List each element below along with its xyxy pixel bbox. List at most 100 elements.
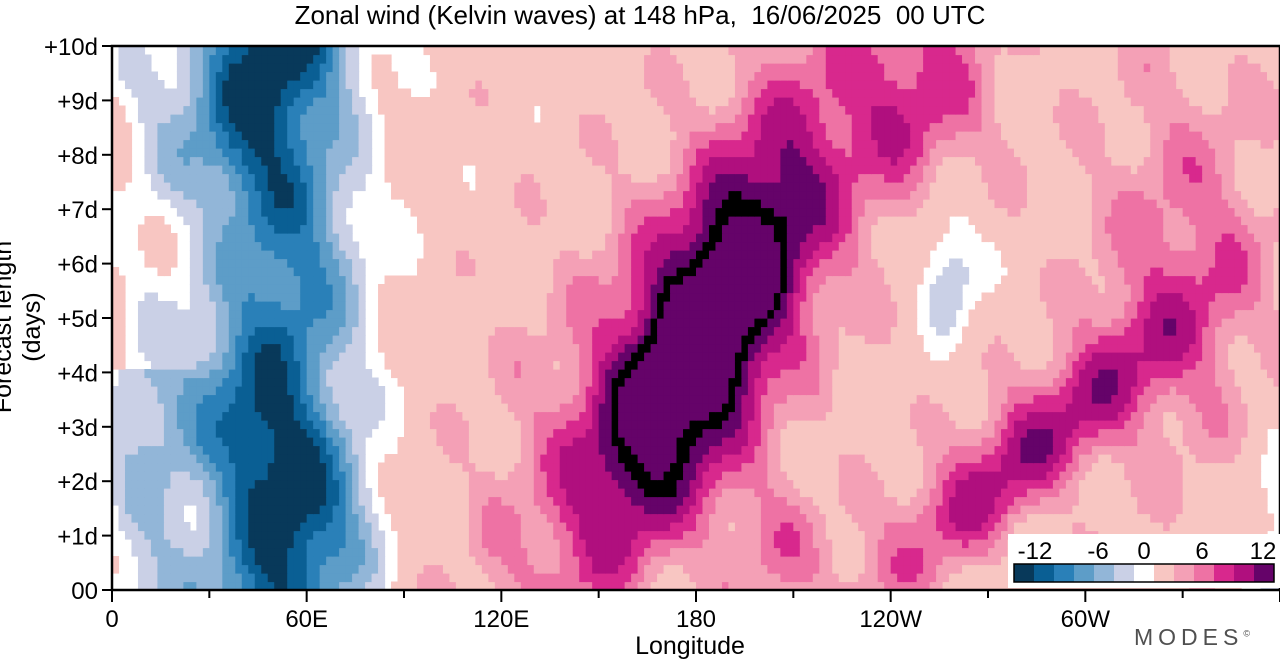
field-cell: [728, 564, 736, 574]
field-cell: [994, 539, 1002, 549]
field-cell: [968, 377, 976, 387]
field-cell: [1020, 454, 1028, 464]
field-cell: [676, 420, 684, 430]
field-cell: [767, 420, 775, 430]
field-cell: [683, 454, 691, 464]
field-cell: [767, 428, 775, 438]
field-cell: [1143, 420, 1151, 430]
field-cell: [689, 530, 697, 540]
field-cell: [527, 445, 535, 455]
field-cell: [1247, 445, 1255, 455]
field-cell: [715, 530, 723, 540]
field-cell: [955, 454, 963, 464]
field-cell: [637, 530, 645, 540]
field-cell: [657, 445, 665, 455]
field-cell: [131, 394, 139, 404]
field-cell: [124, 496, 133, 506]
field-cell: [618, 530, 626, 540]
field-cell: [112, 403, 120, 413]
field-cell: [397, 505, 405, 515]
field-cell: [416, 420, 425, 430]
field-cell: [332, 581, 340, 590]
field-cell: [605, 564, 613, 574]
field-cell: [877, 437, 885, 447]
field-cell: [1163, 394, 1171, 404]
field-cell: [540, 454, 548, 464]
field-cell: [1150, 454, 1158, 464]
field-cell: [326, 513, 334, 523]
field-cell: [1072, 496, 1080, 506]
field-cell: [702, 581, 710, 590]
field-cell: [585, 513, 593, 523]
field-cell: [605, 471, 613, 481]
field-cell: [708, 394, 717, 404]
field-cell: [1052, 496, 1060, 506]
field-cell: [488, 462, 496, 472]
field-cell: [163, 437, 171, 447]
field-cell: [1065, 394, 1073, 404]
field-cell: [773, 462, 781, 472]
field-cell: [313, 547, 321, 557]
field-cell: [670, 411, 678, 421]
field-cell: [890, 403, 898, 413]
field-cell: [657, 462, 665, 472]
field-cell: [858, 547, 866, 557]
field-cell: [326, 386, 334, 396]
field-cell: [1085, 411, 1093, 421]
field-cell: [527, 403, 535, 413]
field-cell: [449, 471, 457, 481]
field-cell: [267, 581, 275, 590]
field-cell: [1208, 352, 1216, 362]
field-cell: [1059, 445, 1067, 455]
field-cell: [313, 386, 321, 396]
field-cell: [1195, 488, 1203, 498]
field-cell: [1202, 522, 1210, 532]
field-cell: [858, 564, 866, 574]
field-cell: [235, 556, 243, 566]
field-cell: [1026, 369, 1035, 379]
field-cell: [371, 420, 379, 430]
field-cell: [1111, 377, 1119, 387]
field-cell: [267, 488, 275, 498]
field-cell: [488, 496, 496, 506]
field-cell: [326, 360, 334, 370]
field-cell: [884, 530, 892, 540]
field-cell: [481, 471, 489, 481]
field-cell: [274, 479, 282, 489]
field-cell: [929, 573, 937, 583]
field-cell: [254, 352, 262, 362]
field-cell: [274, 496, 282, 506]
field-cell: [832, 505, 840, 515]
field-cell: [618, 539, 626, 549]
field-cell: [806, 505, 814, 515]
field-cell: [176, 360, 184, 370]
field-cell: [455, 343, 463, 353]
field-cell: [527, 522, 535, 532]
field-cell: [903, 377, 911, 387]
field-cell: [715, 394, 723, 404]
field-cell: [514, 445, 522, 455]
field-cell: [760, 505, 768, 515]
field-cell: [715, 428, 723, 438]
field-cell: [176, 488, 184, 498]
field-cell: [1143, 496, 1151, 506]
field-cell: [864, 505, 872, 515]
field-cell: [618, 581, 626, 590]
field-cell: [520, 386, 528, 396]
field-cell: [825, 445, 833, 455]
field-cell: [734, 513, 743, 523]
field-cell: [696, 343, 704, 353]
field-cell: [799, 445, 807, 455]
field-cell: [715, 556, 723, 566]
field-cell: [721, 573, 730, 583]
field-cell: [838, 581, 846, 590]
field-cell: [1020, 352, 1028, 362]
field-cell: [1039, 471, 1047, 481]
field-cell: [501, 522, 509, 532]
field-cell: [326, 445, 334, 455]
field-cell: [423, 564, 431, 574]
field-cell: [150, 547, 159, 557]
field-cell: [183, 377, 191, 387]
field-cell: [728, 343, 736, 353]
field-cell: [163, 556, 171, 566]
